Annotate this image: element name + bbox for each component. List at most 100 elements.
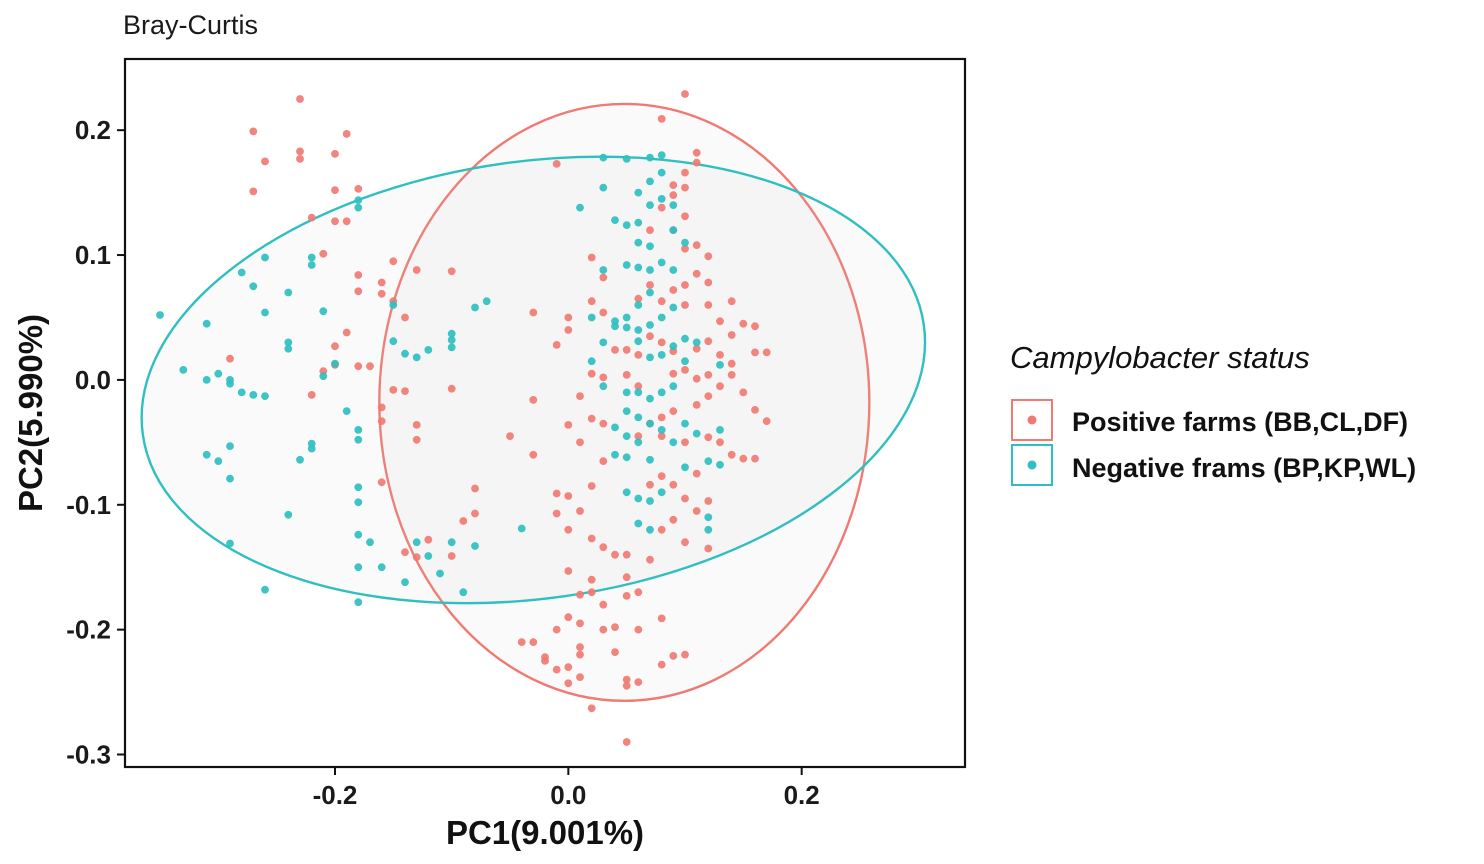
point-positive xyxy=(716,351,724,359)
point-positive xyxy=(762,348,771,357)
point-positive xyxy=(762,417,771,425)
point-positive xyxy=(622,550,631,559)
point-negative xyxy=(576,203,584,212)
point-negative xyxy=(599,382,608,391)
point-positive xyxy=(587,534,596,543)
point-negative xyxy=(622,261,631,269)
point-positive xyxy=(576,507,584,515)
point-negative xyxy=(634,263,643,272)
point-negative xyxy=(471,303,479,312)
point-positive xyxy=(727,359,736,368)
point-negative xyxy=(214,369,223,378)
point-positive xyxy=(622,346,631,354)
point-positive xyxy=(669,480,678,489)
point-negative xyxy=(517,524,526,533)
point-negative xyxy=(424,346,433,354)
point-negative xyxy=(447,343,456,352)
point-positive xyxy=(576,438,584,447)
point-positive xyxy=(681,183,689,192)
point-negative xyxy=(354,483,363,492)
point-positive xyxy=(552,341,561,349)
point-positive xyxy=(681,538,689,547)
point-positive xyxy=(657,203,666,212)
point-positive xyxy=(634,294,643,303)
point-negative xyxy=(622,488,631,497)
point-negative xyxy=(646,242,654,251)
point-negative xyxy=(307,261,316,269)
point-positive xyxy=(751,406,759,414)
point-negative xyxy=(202,450,211,459)
point-negative xyxy=(156,311,164,319)
point-positive xyxy=(739,388,748,397)
point-positive xyxy=(646,332,654,341)
point-negative xyxy=(646,266,654,274)
point-negative xyxy=(226,474,234,483)
point-negative xyxy=(611,216,619,225)
point-negative xyxy=(202,319,211,328)
point-negative xyxy=(354,498,363,507)
point-negative xyxy=(354,435,363,444)
point-positive xyxy=(657,338,666,347)
point-positive xyxy=(611,648,619,656)
point-negative xyxy=(646,288,654,297)
point-positive xyxy=(342,217,351,226)
point-positive xyxy=(646,480,654,489)
point-negative xyxy=(436,569,444,578)
point-positive xyxy=(657,614,666,623)
point-positive xyxy=(681,212,689,221)
point-positive xyxy=(657,472,666,480)
point-positive xyxy=(226,354,234,363)
point-negative xyxy=(284,344,293,353)
confidence-ellipse-positive xyxy=(378,102,871,703)
point-positive xyxy=(716,317,724,326)
point-positive xyxy=(669,652,678,660)
point-positive xyxy=(331,186,339,195)
point-positive xyxy=(296,147,304,156)
point-positive xyxy=(529,450,538,459)
point-positive xyxy=(692,374,701,383)
point-negative xyxy=(634,337,643,346)
point-positive xyxy=(669,181,678,190)
point-positive xyxy=(377,289,386,298)
point-positive xyxy=(552,665,561,674)
point-negative xyxy=(657,488,666,497)
point-positive xyxy=(692,401,701,409)
point-negative xyxy=(716,460,724,469)
point-positive xyxy=(564,313,573,322)
point-positive xyxy=(622,738,631,746)
point-positive xyxy=(727,371,736,379)
x-tick-label: 0.0 xyxy=(550,780,586,810)
point-negative xyxy=(622,388,631,397)
confidence-ellipse-negative xyxy=(140,155,927,605)
point-positive xyxy=(669,191,678,200)
point-positive xyxy=(401,387,409,395)
x-tick-label: 0.2 xyxy=(784,780,820,810)
point-positive xyxy=(634,678,643,686)
point-positive xyxy=(622,592,631,600)
point-positive xyxy=(657,413,666,422)
point-negative xyxy=(284,338,293,347)
point-negative xyxy=(366,538,374,547)
point-negative xyxy=(669,266,678,274)
point-negative xyxy=(634,519,643,528)
point-positive xyxy=(576,392,584,400)
point-positive xyxy=(587,588,596,597)
legend: Campylobacter status Positive farms (BB,… xyxy=(1010,340,1416,486)
point-positive xyxy=(727,297,736,306)
point-positive xyxy=(552,489,561,498)
point-positive xyxy=(669,369,678,378)
point-negative xyxy=(459,588,468,597)
point-positive xyxy=(716,382,724,391)
point-negative xyxy=(622,432,631,440)
point-positive xyxy=(354,362,363,371)
y-tick-label: -0.3 xyxy=(66,740,111,770)
point-negative xyxy=(226,442,234,450)
point-negative xyxy=(599,338,608,347)
point-negative xyxy=(646,321,654,329)
point-negative xyxy=(237,388,246,397)
point-positive xyxy=(401,313,409,322)
point-positive xyxy=(249,127,258,136)
point-positive xyxy=(611,346,619,354)
point-positive xyxy=(564,613,573,622)
